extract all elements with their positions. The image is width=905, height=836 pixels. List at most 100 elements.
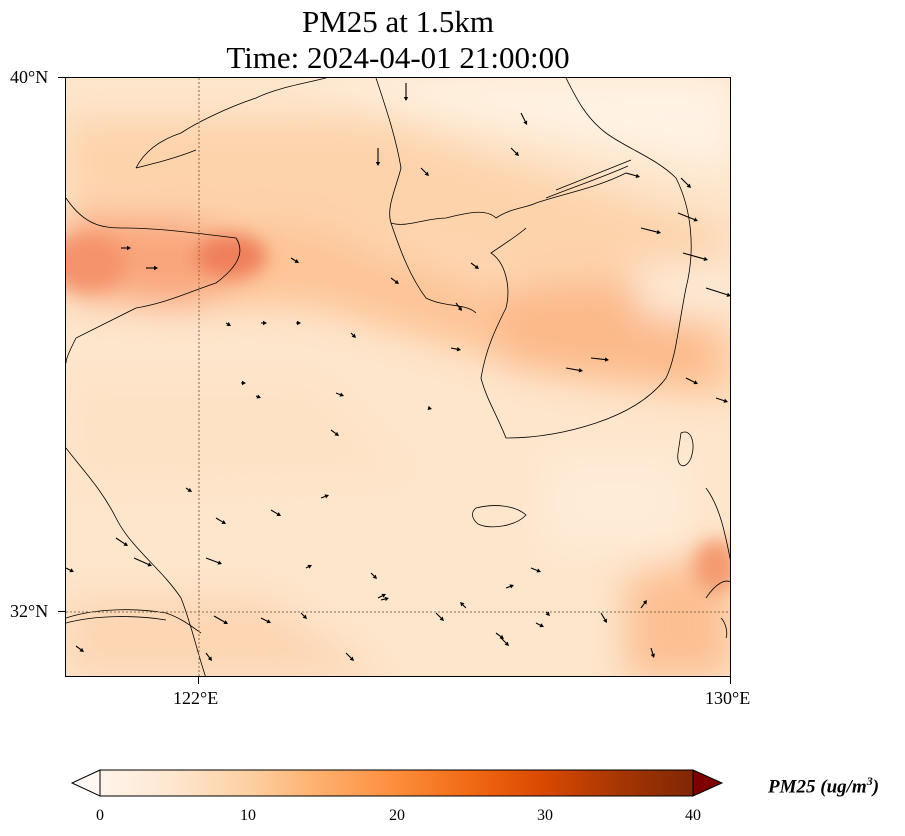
wind-arrow-head [207, 656, 212, 661]
map-title-line-1: PM25 at 1.5km [301, 4, 495, 39]
wind-arrow-head [372, 574, 377, 579]
wind-arrow-head [523, 120, 528, 125]
wind-arrow-head [294, 259, 299, 263]
wind-arrow-head [147, 562, 152, 567]
wind-arrow-head [514, 151, 519, 156]
wind-arrow-head [427, 405, 432, 411]
wind-arrow-shaft [225, 322, 228, 325]
wind-arrow-shaft [680, 177, 689, 186]
wind-arrow-head [693, 380, 698, 385]
wind-arrow-head [693, 217, 698, 222]
wind-arrow-head [504, 641, 509, 646]
map-gridlines [66, 78, 730, 676]
map-panel [65, 77, 731, 677]
pm25-field-shading [66, 78, 730, 676]
wind-arrow-shaft [705, 287, 728, 296]
wind-arrow-head [456, 347, 461, 352]
wind-arrow-shaft [435, 612, 442, 619]
wind-arrow-shaft [420, 167, 427, 174]
wind-arrow-shaft [640, 602, 646, 609]
wind-arrow-shaft [320, 495, 326, 499]
wind-arrow-shaft [335, 392, 341, 396]
wind-arrow-head [349, 656, 354, 661]
wind-arrow-shaft [495, 632, 502, 638]
colorbar-tick-20: 20 [389, 807, 405, 824]
wind-arrow-shaft [350, 332, 354, 336]
colorbar-tick-40: 40 [685, 807, 701, 824]
wind-arrow-shaft [185, 487, 189, 491]
wind-arrow-head [69, 568, 74, 573]
wind-arrow-head [339, 392, 344, 397]
wind-arrow-head [403, 97, 409, 101]
lat-tick-40 [58, 77, 65, 78]
wind-arrow-head [723, 398, 728, 403]
wind-arrow-shaft [600, 612, 606, 620]
wind-arrow-head [334, 431, 339, 436]
wind-arrow-head [457, 306, 462, 311]
wind-arrow-shaft [330, 429, 337, 435]
wind-arrow-head [578, 368, 583, 373]
wind-arrow-head [686, 183, 691, 188]
wind-arrow-shaft [565, 367, 580, 371]
wind-arrow-head [154, 265, 158, 271]
wind-arrow-head [604, 357, 609, 362]
wind-arrow-head [307, 564, 312, 569]
wind-arrow-shaft [300, 612, 305, 617]
wind-arrow-shaft [510, 147, 517, 154]
coastlines [66, 78, 730, 676]
wind-arrow-head [242, 380, 246, 386]
lon-label-130: 130°E [705, 688, 751, 708]
wind-arrow-shaft [530, 567, 538, 572]
wind-arrow-head [424, 171, 429, 176]
wind-arrow-head [324, 494, 329, 499]
wind-arrow-shaft [625, 172, 637, 177]
wind-arrow-shaft [640, 227, 658, 233]
wind-arrow-shaft [462, 604, 467, 609]
wind-arrow-head [635, 173, 640, 179]
wind-arrow-head [650, 653, 655, 658]
wind-arrow-head [217, 560, 222, 565]
wind-arrow-shaft [133, 557, 149, 565]
colorbar-gradient [99, 769, 694, 797]
wind-arrow-shaft [255, 395, 258, 398]
lon-tick-122 [198, 677, 199, 684]
wind-vectors [66, 83, 730, 661]
colorbar [70, 769, 724, 797]
wind-arrow-head [187, 487, 192, 492]
lon-label-122: 122°E [173, 688, 219, 708]
wind-arrow-head [123, 541, 128, 546]
wind-arrow-head [642, 600, 647, 605]
colorbar-title-close: ) [872, 776, 880, 798]
wind-arrow-shaft [715, 397, 725, 402]
wind-arrow-shaft [66, 567, 71, 571]
colorbar-title-exponent: 3 [866, 774, 873, 788]
wind-arrow-head [539, 623, 544, 628]
wind-arrow-shaft [270, 509, 278, 515]
lon-tick-130 [730, 677, 731, 684]
wind-arrow-head [439, 616, 444, 621]
wind-arrow-head [276, 512, 281, 516]
pm25-map [66, 78, 730, 676]
wind-arrow-head [226, 322, 231, 326]
wind-arrow-head [375, 162, 381, 166]
wind-arrow-shaft [290, 257, 296, 262]
wind-arrow-head [266, 619, 271, 624]
wind-arrow-head [223, 620, 228, 624]
wind-arrow-shaft [450, 347, 458, 350]
wind-arrow-shaft [685, 377, 695, 383]
wind-arrow-shaft [205, 557, 219, 564]
wind-arrow-shaft [305, 566, 309, 569]
wind-arrow-shaft [470, 262, 477, 268]
wind-arrow-head [474, 264, 479, 269]
wind-arrow-head [726, 292, 730, 297]
wind-arrow-head [263, 320, 267, 326]
wind-arrow-shaft [505, 585, 511, 589]
wind-arrow-shaft [520, 112, 526, 122]
wind-arrow-shaft [500, 637, 507, 644]
lat-label-40: 40°N [10, 67, 49, 87]
lat-tick-32 [58, 611, 65, 612]
wind-arrow-head [703, 256, 708, 262]
wind-arrow-head [656, 229, 661, 235]
wind-arrow-shaft [205, 652, 211, 659]
wind-arrow-shaft [677, 212, 695, 221]
